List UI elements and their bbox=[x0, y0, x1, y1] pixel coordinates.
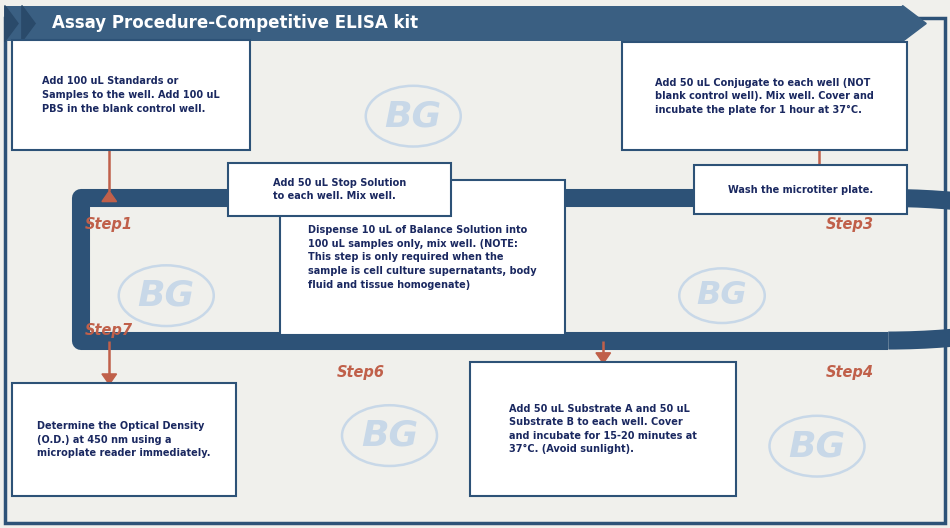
Text: BG: BG bbox=[696, 101, 748, 131]
FancyBboxPatch shape bbox=[622, 42, 907, 150]
Polygon shape bbox=[5, 5, 18, 41]
Polygon shape bbox=[102, 191, 117, 202]
Text: BG: BG bbox=[138, 279, 195, 313]
Polygon shape bbox=[902, 5, 926, 41]
FancyBboxPatch shape bbox=[5, 5, 902, 41]
Text: Step2: Step2 bbox=[390, 169, 437, 184]
Text: Step6: Step6 bbox=[337, 365, 385, 380]
Polygon shape bbox=[406, 172, 421, 182]
Polygon shape bbox=[102, 374, 117, 384]
Polygon shape bbox=[811, 191, 826, 202]
Polygon shape bbox=[811, 187, 826, 198]
FancyBboxPatch shape bbox=[694, 165, 907, 214]
Polygon shape bbox=[353, 187, 369, 198]
Text: Wash the microtiter plate.: Wash the microtiter plate. bbox=[728, 185, 873, 194]
Text: Step5: Step5 bbox=[580, 365, 627, 380]
FancyBboxPatch shape bbox=[470, 362, 736, 496]
Text: Add 100 uL Standards or
Samples to the well. Add 100 uL
PBS in the blank control: Add 100 uL Standards or Samples to the w… bbox=[42, 77, 220, 114]
Text: BG: BG bbox=[696, 280, 748, 311]
Text: BG: BG bbox=[385, 99, 442, 133]
Text: Add 50 uL Stop Solution
to each well. Mix well.: Add 50 uL Stop Solution to each well. Mi… bbox=[273, 178, 407, 201]
Text: Dispense 10 uL of Balance Solution into
100 uL samples only, mix well. (NOTE:
Th: Dispense 10 uL of Balance Solution into … bbox=[309, 225, 537, 289]
FancyBboxPatch shape bbox=[280, 180, 565, 335]
FancyBboxPatch shape bbox=[12, 383, 236, 496]
FancyBboxPatch shape bbox=[12, 40, 250, 150]
Text: BG: BG bbox=[361, 419, 418, 452]
Text: BG: BG bbox=[788, 429, 846, 463]
FancyBboxPatch shape bbox=[5, 18, 945, 523]
Text: Step1: Step1 bbox=[86, 217, 133, 232]
Text: Step4: Step4 bbox=[826, 365, 874, 380]
Text: Determine the Optical Density
(O.D.) at 450 nm using a
microplate reader immedia: Determine the Optical Density (O.D.) at … bbox=[37, 421, 211, 458]
Text: Assay Procedure-Competitive ELISA kit: Assay Procedure-Competitive ELISA kit bbox=[52, 14, 418, 33]
Text: Add 50 uL Substrate A and 50 uL
Substrate B to each well. Cover
and incubate for: Add 50 uL Substrate A and 50 uL Substrat… bbox=[509, 403, 697, 455]
FancyBboxPatch shape bbox=[228, 163, 451, 216]
Polygon shape bbox=[22, 5, 35, 41]
Text: Add 50 uL Conjugate to each well (NOT
blank control well). Mix well. Cover and
i: Add 50 uL Conjugate to each well (NOT bl… bbox=[656, 78, 874, 115]
Polygon shape bbox=[596, 353, 611, 363]
Text: Step3: Step3 bbox=[826, 217, 874, 232]
Text: BG: BG bbox=[466, 250, 513, 278]
Text: Step7: Step7 bbox=[86, 323, 133, 337]
